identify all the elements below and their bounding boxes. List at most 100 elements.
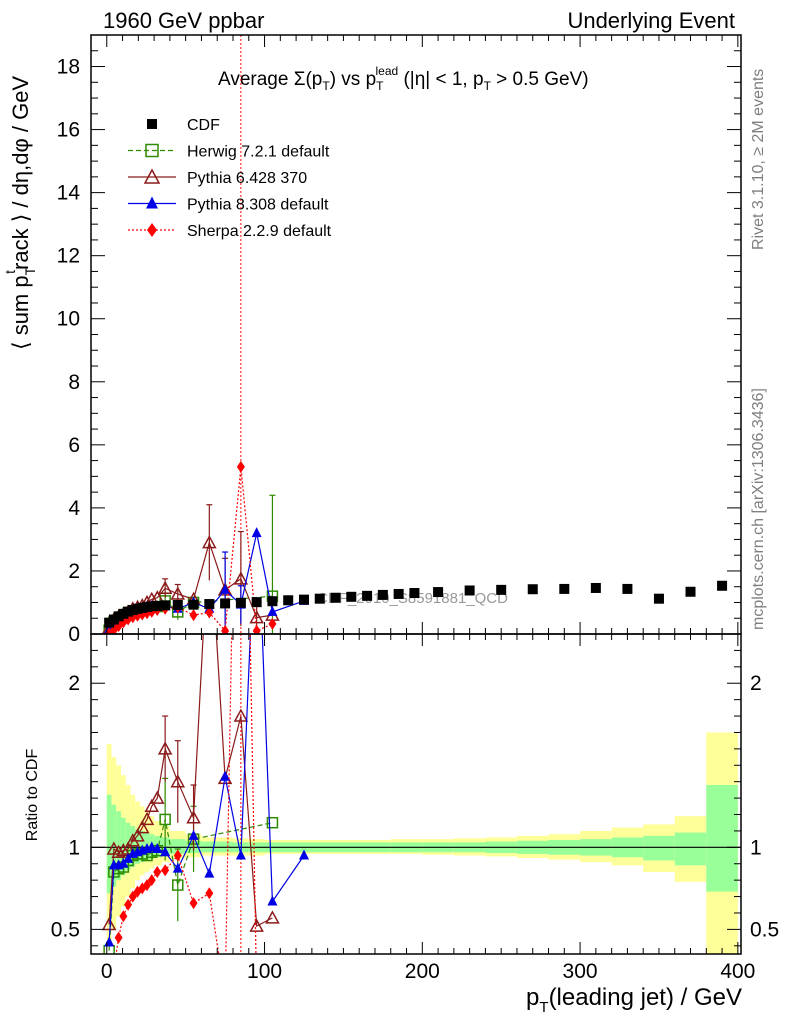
- xlabel-rest: (leading jet) / GeV: [549, 984, 742, 1011]
- rivet-version-label: Rivet 3.1.10, ≥ 2M events: [750, 69, 767, 250]
- data-point: [251, 527, 262, 538]
- data-point: [653, 593, 664, 604]
- data-point: [116, 843, 131, 857]
- data-point: [221, 989, 229, 1001]
- legend-label: Pythia 8.308 default: [187, 197, 329, 214]
- series-cdf: [104, 580, 728, 628]
- title-f: lead: [375, 64, 398, 78]
- data-point: [267, 605, 278, 616]
- data-point: [173, 849, 182, 862]
- ylabel-sub: T: [22, 266, 38, 275]
- y-tick-label: 18: [57, 56, 80, 79]
- data-point: [101, 916, 117, 931]
- series-herwig: [103, 494, 279, 634]
- data-point: [685, 586, 696, 597]
- ylabel-part: ⟨ sum p: [8, 275, 33, 350]
- data-point: [119, 910, 128, 923]
- ratio-y-tick-label: 0.5: [51, 918, 80, 941]
- title-g: (|η| < 1, p: [398, 69, 483, 90]
- ratio-band-inner: [643, 835, 675, 861]
- ratio-plot-area: [91, 119, 741, 1009]
- title-e: T: [376, 79, 384, 93]
- legend-item-pythia8: Pythia 8.308 default: [128, 196, 329, 214]
- title-a: Average: [218, 69, 294, 90]
- data-point: [283, 595, 294, 606]
- xlabel-sub: T: [539, 999, 548, 1016]
- data-point: [409, 588, 420, 599]
- data-point: [393, 588, 404, 599]
- mcplots-label: mcplots.cern.ch [arXiv:1306.3436]: [750, 388, 767, 630]
- data-point: [202, 535, 217, 549]
- ratio-frame: [90, 633, 742, 955]
- data-point: [146, 601, 157, 612]
- data-point: [251, 597, 262, 608]
- x-tick-label: 400: [720, 960, 755, 983]
- data-point: [622, 583, 633, 594]
- main-plot-area: [101, 35, 728, 634]
- x-tick-label: 200: [405, 960, 440, 983]
- data-point: [220, 770, 231, 781]
- ratio-y-tick-label: 1: [68, 836, 80, 859]
- ratio-band-inner: [111, 804, 117, 887]
- data-point: [109, 624, 118, 634]
- data-point: [186, 810, 201, 824]
- legend-label: CDF: [187, 117, 220, 134]
- header-left-title: 1960 GeV ppbar: [103, 8, 264, 33]
- data-point: [114, 931, 123, 944]
- data-point: [189, 609, 198, 622]
- y-tick-label: 0: [68, 623, 80, 646]
- data-point: [235, 597, 246, 608]
- legend-item-herwig: Herwig 7.2.1 default: [128, 144, 330, 161]
- ratio-y-tick-label: 2: [68, 672, 80, 695]
- legend-item-sherpa: Sherpa 2.2.9 default: [128, 223, 332, 240]
- data-point: [717, 580, 728, 591]
- legend-label: Herwig 7.2.1 default: [187, 144, 330, 161]
- data-point: [159, 813, 171, 826]
- ratio-y-axis-label: Ratio to CDF: [24, 749, 41, 842]
- y-tick-label: 8: [68, 371, 80, 394]
- ratio-band-inner: [161, 837, 170, 856]
- data-point: [135, 820, 150, 834]
- data-point: [377, 589, 388, 600]
- legend-label: Pythia 6.428 370: [187, 170, 307, 187]
- data-point: [146, 841, 157, 852]
- data-point: [496, 584, 507, 595]
- data-point: [128, 890, 137, 903]
- data-point: [146, 196, 158, 209]
- data-point: [527, 584, 538, 595]
- data-point: [362, 590, 373, 601]
- ratio-band-inner: [674, 832, 707, 866]
- legend-item-pythia6: Pythia 6.428 370: [128, 168, 307, 187]
- data-point: [464, 585, 475, 596]
- data-point: [188, 829, 199, 840]
- y-tick-label: 6: [68, 434, 80, 457]
- data-point: [157, 741, 173, 755]
- data-point: [139, 811, 155, 826]
- data-point: [233, 571, 249, 585]
- data-point: [105, 997, 113, 1009]
- data-point: [172, 599, 183, 610]
- data-point: [267, 895, 278, 906]
- data-point: [204, 867, 215, 878]
- xlabel-p: p: [526, 984, 539, 1011]
- data-point: [237, 119, 245, 131]
- data-point: [147, 119, 157, 129]
- data-point: [143, 168, 161, 184]
- data-point: [253, 989, 261, 1001]
- data-point: [147, 874, 156, 887]
- data-point: [346, 591, 357, 602]
- data-point: [236, 460, 245, 473]
- ratio-y-tick-label-right: 1: [750, 836, 762, 859]
- data-point: [433, 587, 444, 598]
- header-right-title: Underlying Event: [567, 8, 735, 33]
- data-point: [204, 599, 215, 610]
- data-point: [161, 864, 170, 877]
- x-axis-label: pT(leading jet) / GeV: [526, 984, 742, 1016]
- data-point: [143, 879, 152, 892]
- ylabel-sup: t: [2, 270, 18, 274]
- title-d: ) vs p: [330, 69, 376, 90]
- data-point: [104, 936, 115, 947]
- y-tick-label: 2: [68, 560, 80, 583]
- data-point: [249, 918, 264, 932]
